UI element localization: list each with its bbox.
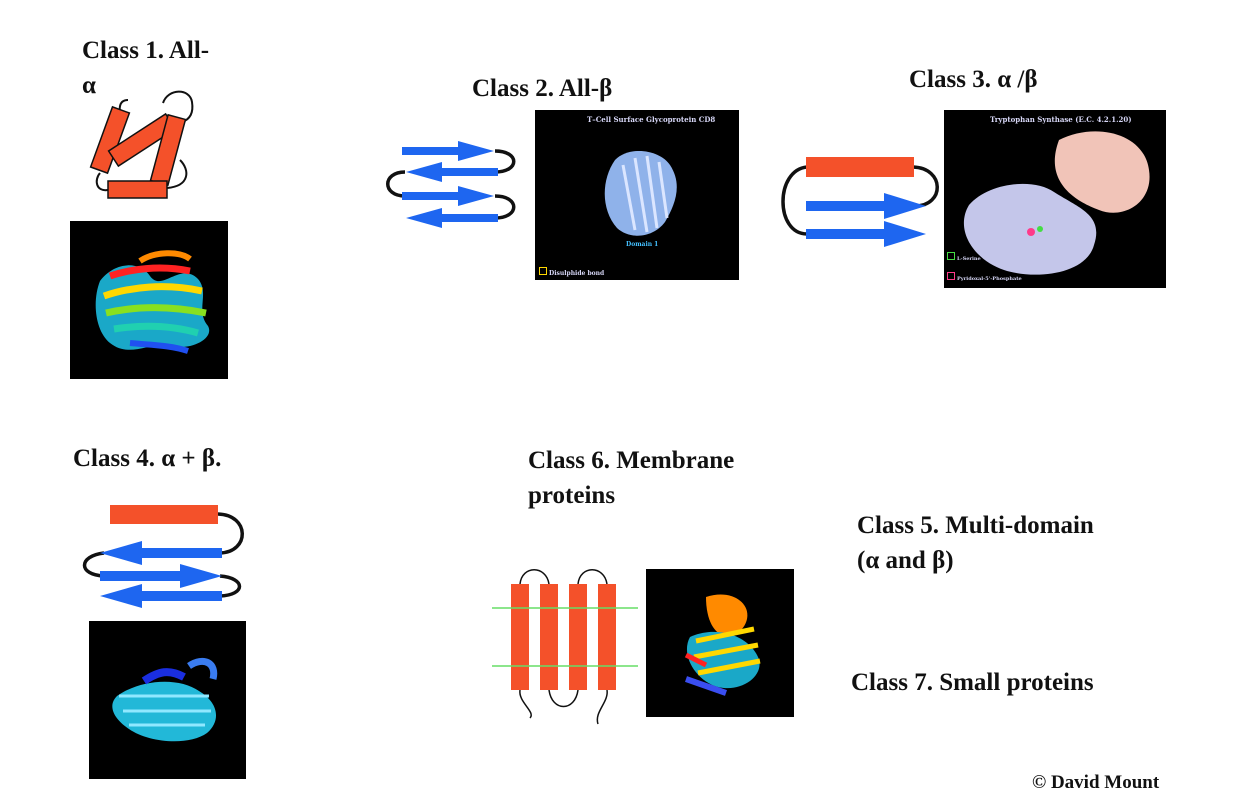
alpha-plus-beta-protein-image xyxy=(89,621,246,779)
loop xyxy=(596,689,608,725)
alpha-beta-schematic xyxy=(781,157,939,247)
class-1-label: Class 1. All- α xyxy=(82,33,209,103)
loop xyxy=(162,90,194,123)
strand-shaft xyxy=(402,147,460,155)
class-3-label: Class 3. α /β xyxy=(909,66,1038,93)
all-beta-schematic xyxy=(386,141,516,228)
loop xyxy=(166,159,188,189)
plp-icon xyxy=(947,272,955,280)
strand-shaft xyxy=(402,192,460,200)
tm-helix xyxy=(569,584,587,690)
class-6-label: Class 6. Membrane proteins xyxy=(528,443,734,513)
trp-legend-2: Pyridoxal-5'-Phosphate xyxy=(947,272,1022,282)
trp-legend-1-text: L-Serine xyxy=(957,256,981,262)
strand-arrowhead xyxy=(458,141,494,161)
loop xyxy=(577,569,608,585)
trp-title: Tryptophan Synthase (E.C. 4.2.1.20) xyxy=(990,115,1132,124)
class-1-line2: α xyxy=(82,72,96,99)
cd8-title: T–Cell Surface Glycoprotein CD8 xyxy=(587,115,716,124)
loop xyxy=(95,172,109,192)
ribbon-structure xyxy=(112,658,218,742)
strand-arrowhead xyxy=(100,541,142,565)
class-4-label: Class 4. α + β. xyxy=(73,445,222,472)
strand-arrowhead xyxy=(884,193,926,219)
strand-shaft xyxy=(440,168,498,176)
class-5-line2: (α and β) xyxy=(857,547,954,574)
cd8-legend-text: Disulphide bond xyxy=(549,270,605,277)
trp-legend-1: L-Serine xyxy=(947,252,981,262)
strand-arrowhead xyxy=(100,584,142,608)
cd8-legend: Disulphide bond xyxy=(539,267,604,277)
strand-shaft xyxy=(138,591,222,601)
strand-arrowhead xyxy=(884,221,926,247)
class-6-line2: proteins xyxy=(528,482,616,509)
helix xyxy=(110,505,218,524)
membrane-schematic xyxy=(492,569,638,725)
loop xyxy=(519,689,532,719)
loop xyxy=(494,149,516,174)
alpha-plus-beta-schematic xyxy=(82,505,244,608)
loop xyxy=(548,689,579,708)
class-1-line1: Class 1. All- xyxy=(82,37,210,64)
class-2-label: Class 2. All-β xyxy=(472,75,613,102)
cd8-structure-image: T–Cell Surface Glycoprotein CD8 Domain 1… xyxy=(535,110,739,280)
strand-shaft xyxy=(440,214,498,222)
helix xyxy=(89,105,131,175)
loop xyxy=(82,551,105,578)
tryptophan-synthase-image: Tryptophan Synthase (E.C. 4.2.1.20) L-Se… xyxy=(944,110,1166,288)
strand-arrowhead xyxy=(406,162,442,182)
ribbon-structure xyxy=(963,131,1150,275)
strand-arrowhead xyxy=(180,564,222,588)
loop xyxy=(494,194,516,220)
all-alpha-schematic xyxy=(89,90,194,199)
class-7-label: Class 7. Small proteins xyxy=(851,669,1094,696)
trp-legend-2-text: Pyridoxal-5'-Phosphate xyxy=(957,276,1022,282)
l-serine-icon xyxy=(947,252,955,260)
ribbon-structure xyxy=(95,250,210,354)
loop xyxy=(386,170,406,198)
schematic-diagrams xyxy=(82,90,939,725)
membrane-protein-image xyxy=(646,569,794,717)
cd8-domain-label: Domain 1 xyxy=(626,241,659,248)
class-6-line1: Class 6. Membrane xyxy=(528,447,735,474)
strand-arrowhead xyxy=(458,186,494,206)
loop xyxy=(781,165,808,236)
loop xyxy=(219,574,242,598)
loop xyxy=(217,512,244,555)
helix xyxy=(806,157,914,177)
strand-shaft xyxy=(806,229,886,239)
tm-helix xyxy=(598,584,616,690)
strand-arrowhead xyxy=(406,208,442,228)
disulphide-icon xyxy=(539,267,547,275)
class-5-line1: Class 5. Multi-domain xyxy=(857,512,1094,539)
strand-shaft xyxy=(138,548,222,558)
strand-shaft xyxy=(100,571,184,581)
helix xyxy=(107,180,168,199)
ribbon-structure xyxy=(604,150,677,236)
loop xyxy=(519,569,550,585)
class-5-label: Class 5. Multi-domain (α and β) xyxy=(857,508,1094,578)
tm-helix xyxy=(540,584,558,690)
all-alpha-protein-image xyxy=(70,221,228,379)
loop xyxy=(912,165,939,208)
tm-helix xyxy=(511,584,529,690)
strand-shaft xyxy=(806,201,886,211)
ribbon-structure xyxy=(684,594,761,696)
